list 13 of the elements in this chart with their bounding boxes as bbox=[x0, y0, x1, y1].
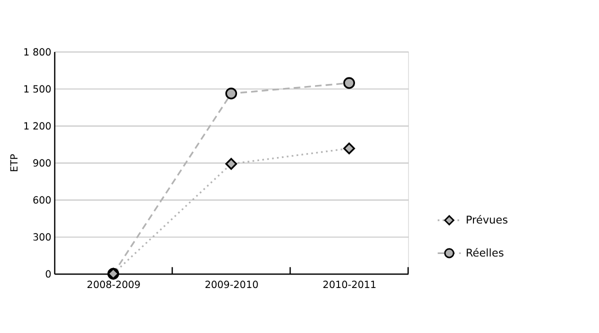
y-tick-label: 1 500 bbox=[23, 84, 52, 96]
legend-label: Prévues bbox=[466, 214, 508, 227]
y-tick-label: 1 200 bbox=[23, 121, 52, 132]
y-tick-label: 0 bbox=[45, 269, 52, 280]
y-tick-label: 600 bbox=[32, 195, 52, 206]
y-tick-label: 1 800 bbox=[23, 47, 52, 58]
x-tick-label: 2010-2011 bbox=[322, 280, 376, 292]
x-tick-label: 2008-2009 bbox=[86, 280, 141, 292]
legend-label: Réelles bbox=[466, 246, 504, 260]
y-tick-label: 900 bbox=[32, 158, 52, 170]
y-tick-label: 300 bbox=[32, 232, 52, 244]
y-axis-title: ETP bbox=[9, 154, 20, 172]
x-tick-label: 2009-2010 bbox=[204, 280, 258, 292]
